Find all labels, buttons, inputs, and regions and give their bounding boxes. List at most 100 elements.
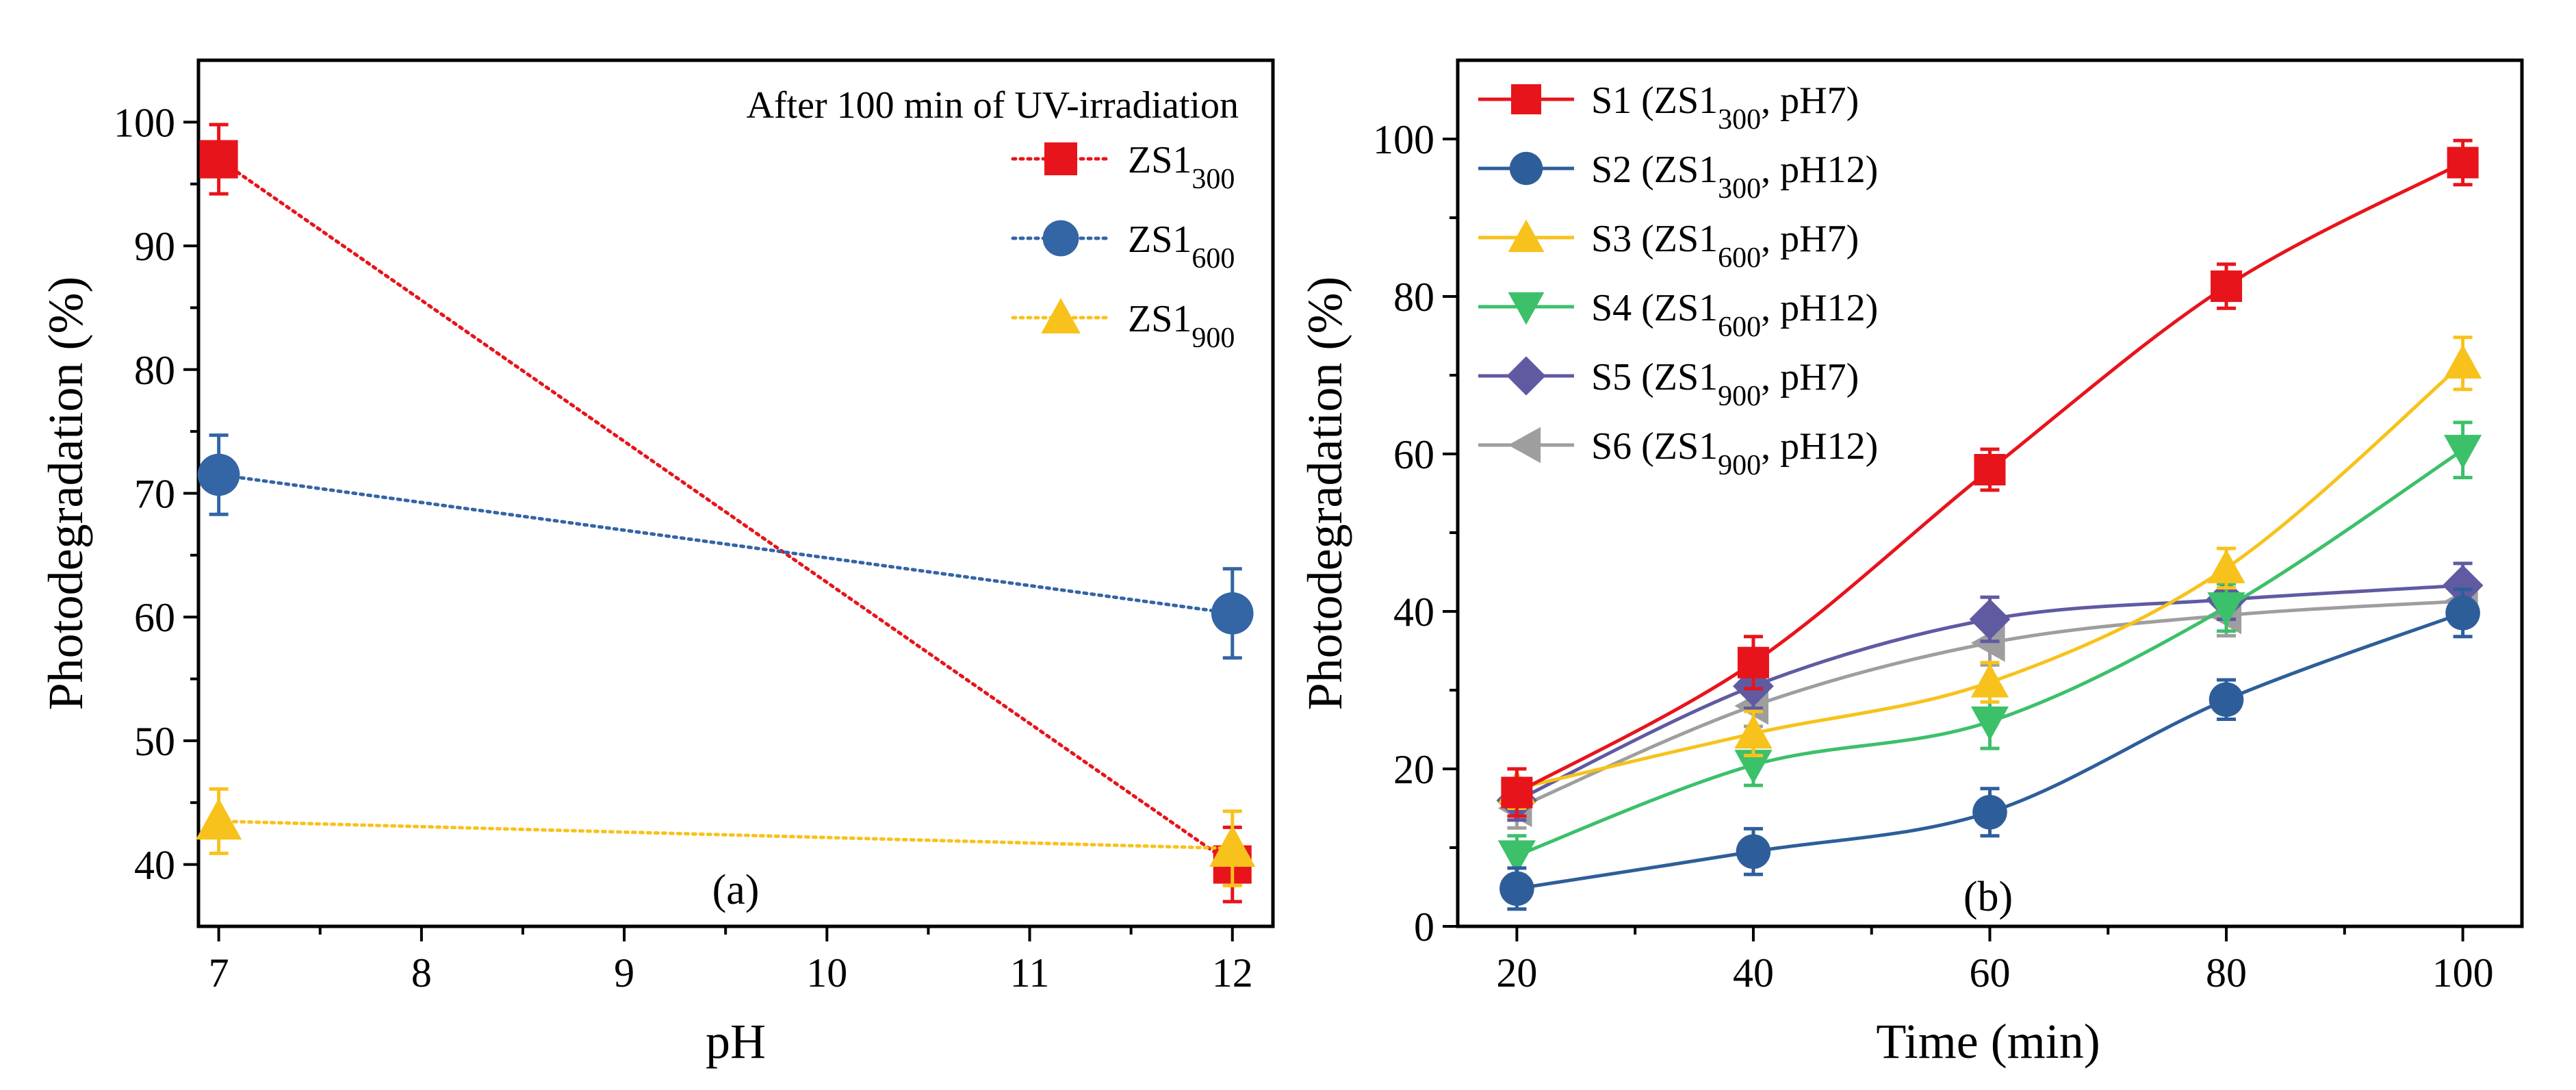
panel-b-series-s3-point [2444, 344, 2482, 379]
panel-b-plot-area [1496, 138, 2484, 911]
panel-a-x-axis-title: pH [706, 1014, 766, 1069]
panel-a-series-900-line [217, 819, 1235, 850]
panel-a-series-600-point [1211, 592, 1254, 635]
panel-b-axes: 20 40 60 80 100 0 20 40 60 80 100 [1373, 117, 2494, 996]
legend-marker [1508, 219, 1545, 253]
panel-b-legend-item-s4: S4 (ZS1600, pH12) [1478, 287, 1878, 343]
panel-a-legend-item-600: ZS1600 [1011, 218, 1235, 275]
legend-label: ZS1900 [1128, 298, 1235, 354]
panel-b-series-s4-point [2207, 592, 2245, 626]
panel-a-x-tick-label: 11 [1010, 950, 1050, 996]
legend-marker [1509, 151, 1543, 186]
panel-b-series-s2 [1499, 587, 2480, 911]
legend-marker [1041, 298, 1081, 334]
panel-a-series-900-point [1209, 825, 1256, 867]
panel-b-series-s1-point [1974, 454, 2006, 485]
panel-b-x-tick-label: 20 [1496, 950, 1537, 996]
legend-marker [1042, 220, 1079, 257]
legend-marker [1044, 142, 1077, 175]
panel-a-y-tick-label: 80 [134, 348, 175, 393]
legend-label: S1 (ZS1300, pH7) [1591, 79, 1859, 136]
panel-b-series-s1-point [1737, 646, 1769, 679]
panel-a-series-300-line [217, 157, 1235, 867]
legend-label: ZS1600 [1128, 218, 1235, 275]
panel-b-x-tick-label: 40 [1733, 950, 1774, 996]
panel-b-x-tick-label: 60 [1970, 950, 2011, 996]
panel-b-series-s1-point [2447, 147, 2479, 179]
panel-b-series-s2-point [2208, 682, 2244, 718]
panel-b-series-s4-point [1734, 750, 1773, 784]
panel-a-series-300 [199, 123, 1252, 904]
panel-b-series-s4-point [1497, 840, 1536, 875]
panel-b-series-s1 [1501, 138, 2479, 818]
panel-a-chart: 7 8 9 10 11 12 40 50 60 70 80 90 100 After 100 min o… [38, 58, 1275, 1069]
legend-label: S2 (ZS1300, pH12) [1591, 149, 1878, 205]
panel-a-x-tick-label: 10 [806, 950, 847, 996]
panel-a-y-axis-title: Photodegradation (%) [38, 277, 93, 711]
panel-b-legend-item-s3: S3 (ZS1600, pH7) [1478, 218, 1859, 274]
panel-b-legend-item-s1: S1 (ZS1300, pH7) [1478, 79, 1859, 136]
panel-b-series-s3-point [2207, 549, 2245, 583]
legend-label: ZS1300 [1128, 139, 1235, 195]
panel-b-series-s4-point [2444, 435, 2482, 469]
panel-b-series-s4 [1497, 420, 2482, 877]
panel-b-legend-item-s6: S6 (ZS1900, pH12) [1478, 425, 1878, 481]
panel-b-series-s4-point [1970, 706, 2009, 741]
panel-a-y-tick-label: 100 [114, 100, 175, 145]
panel-b-series-s5-point [2442, 565, 2484, 606]
legend-label: S3 (ZS1600, pH7) [1591, 218, 1859, 274]
panel-a-x-tick-label: 7 [209, 950, 229, 996]
panel-a-x-tick-label: 9 [614, 950, 634, 996]
panel-a-series-900 [196, 787, 1256, 887]
panel-b-legend-item-s5: S5 (ZS1900, pH7) [1478, 356, 1859, 412]
legend-marker [1511, 84, 1541, 114]
panel-b-y-tick-label: 20 [1393, 747, 1434, 792]
legend-label: S5 (ZS1900, pH7) [1591, 356, 1859, 412]
panel-a-y-tick-label: 40 [134, 843, 175, 888]
panel-b-series-s2-point [1499, 871, 1534, 907]
panel-b-series-s1-point [2211, 270, 2243, 303]
panel-b-x-axis-title: Time (min) [1876, 1014, 2100, 1069]
panel-a-y-tick-label: 50 [134, 719, 175, 764]
panel-b-legend: S1 (ZS1300, pH7) S2 (ZS1300, pH12) S3 (ZS1… [1478, 79, 1878, 481]
panel-b-y-axis-title: Photodegradation (%) [1298, 277, 1352, 711]
panel-a-series-900-point [196, 798, 242, 840]
panel-a-label: (a) [712, 867, 760, 913]
panel-b-x-tick-label: 100 [2432, 950, 2494, 996]
panel-a-series-600-point [197, 453, 240, 496]
panel-a-y-tick-label: 90 [134, 224, 175, 269]
panel-b-series-s2-point [2445, 596, 2480, 631]
panel-a-plot-area [196, 123, 1256, 904]
panel-b-label: (b) [1963, 874, 2013, 920]
panel-b-y-tick-label: 80 [1393, 275, 1434, 320]
panel-b-series-s3-line [1516, 362, 2464, 791]
panel-b-legend-item-s2: S2 (ZS1300, pH12) [1478, 149, 1878, 205]
panel-b-series-s3-point [1970, 663, 2009, 698]
panel-b-series-s5-point [1969, 598, 2011, 640]
panel-b-series-s2-point [1972, 794, 2007, 830]
panel-a-axes: 7 8 9 10 11 12 40 50 60 70 80 90 100 [114, 100, 1253, 996]
panel-b-y-tick-label: 40 [1393, 590, 1434, 635]
panel-b-x-tick-label: 80 [2206, 950, 2247, 996]
panel-b-series-s2-point [1736, 834, 1771, 870]
panel-a-y-tick-label: 70 [134, 472, 175, 517]
panel-a-x-tick-label: 12 [1212, 950, 1253, 996]
panel-a-series-300-point [199, 140, 238, 179]
legend-label: S6 (ZS1900, pH12) [1591, 425, 1878, 481]
panel-a-x-tick-label: 8 [411, 950, 432, 996]
legend-marker [1508, 292, 1545, 325]
panel-a-legend-item-900: ZS1900 [1011, 298, 1235, 354]
panel-a-legend: ZS1300 ZS1600 ZS1900 [1011, 139, 1235, 354]
panel-b-series-s3-point [1734, 714, 1773, 749]
panel-b-y-tick-label: 0 [1414, 904, 1434, 950]
panel-a-legend-item-300: ZS1300 [1011, 139, 1235, 195]
legend-label: S4 (ZS1600, pH12) [1591, 287, 1878, 343]
panel-a-series-600-line [217, 472, 1235, 616]
panel-b-y-tick-label: 100 [1373, 117, 1434, 162]
panel-b-series-s1-point [1501, 776, 1533, 809]
panel-b-y-tick-label: 60 [1393, 432, 1434, 477]
panel-b-chart: 20 40 60 80 100 0 20 40 60 80 100 S1 (ZS1300, pH7)… [1298, 58, 2524, 1069]
panel-a-series-600 [197, 433, 1254, 660]
panel-a-y-tick-label: 60 [134, 595, 175, 640]
